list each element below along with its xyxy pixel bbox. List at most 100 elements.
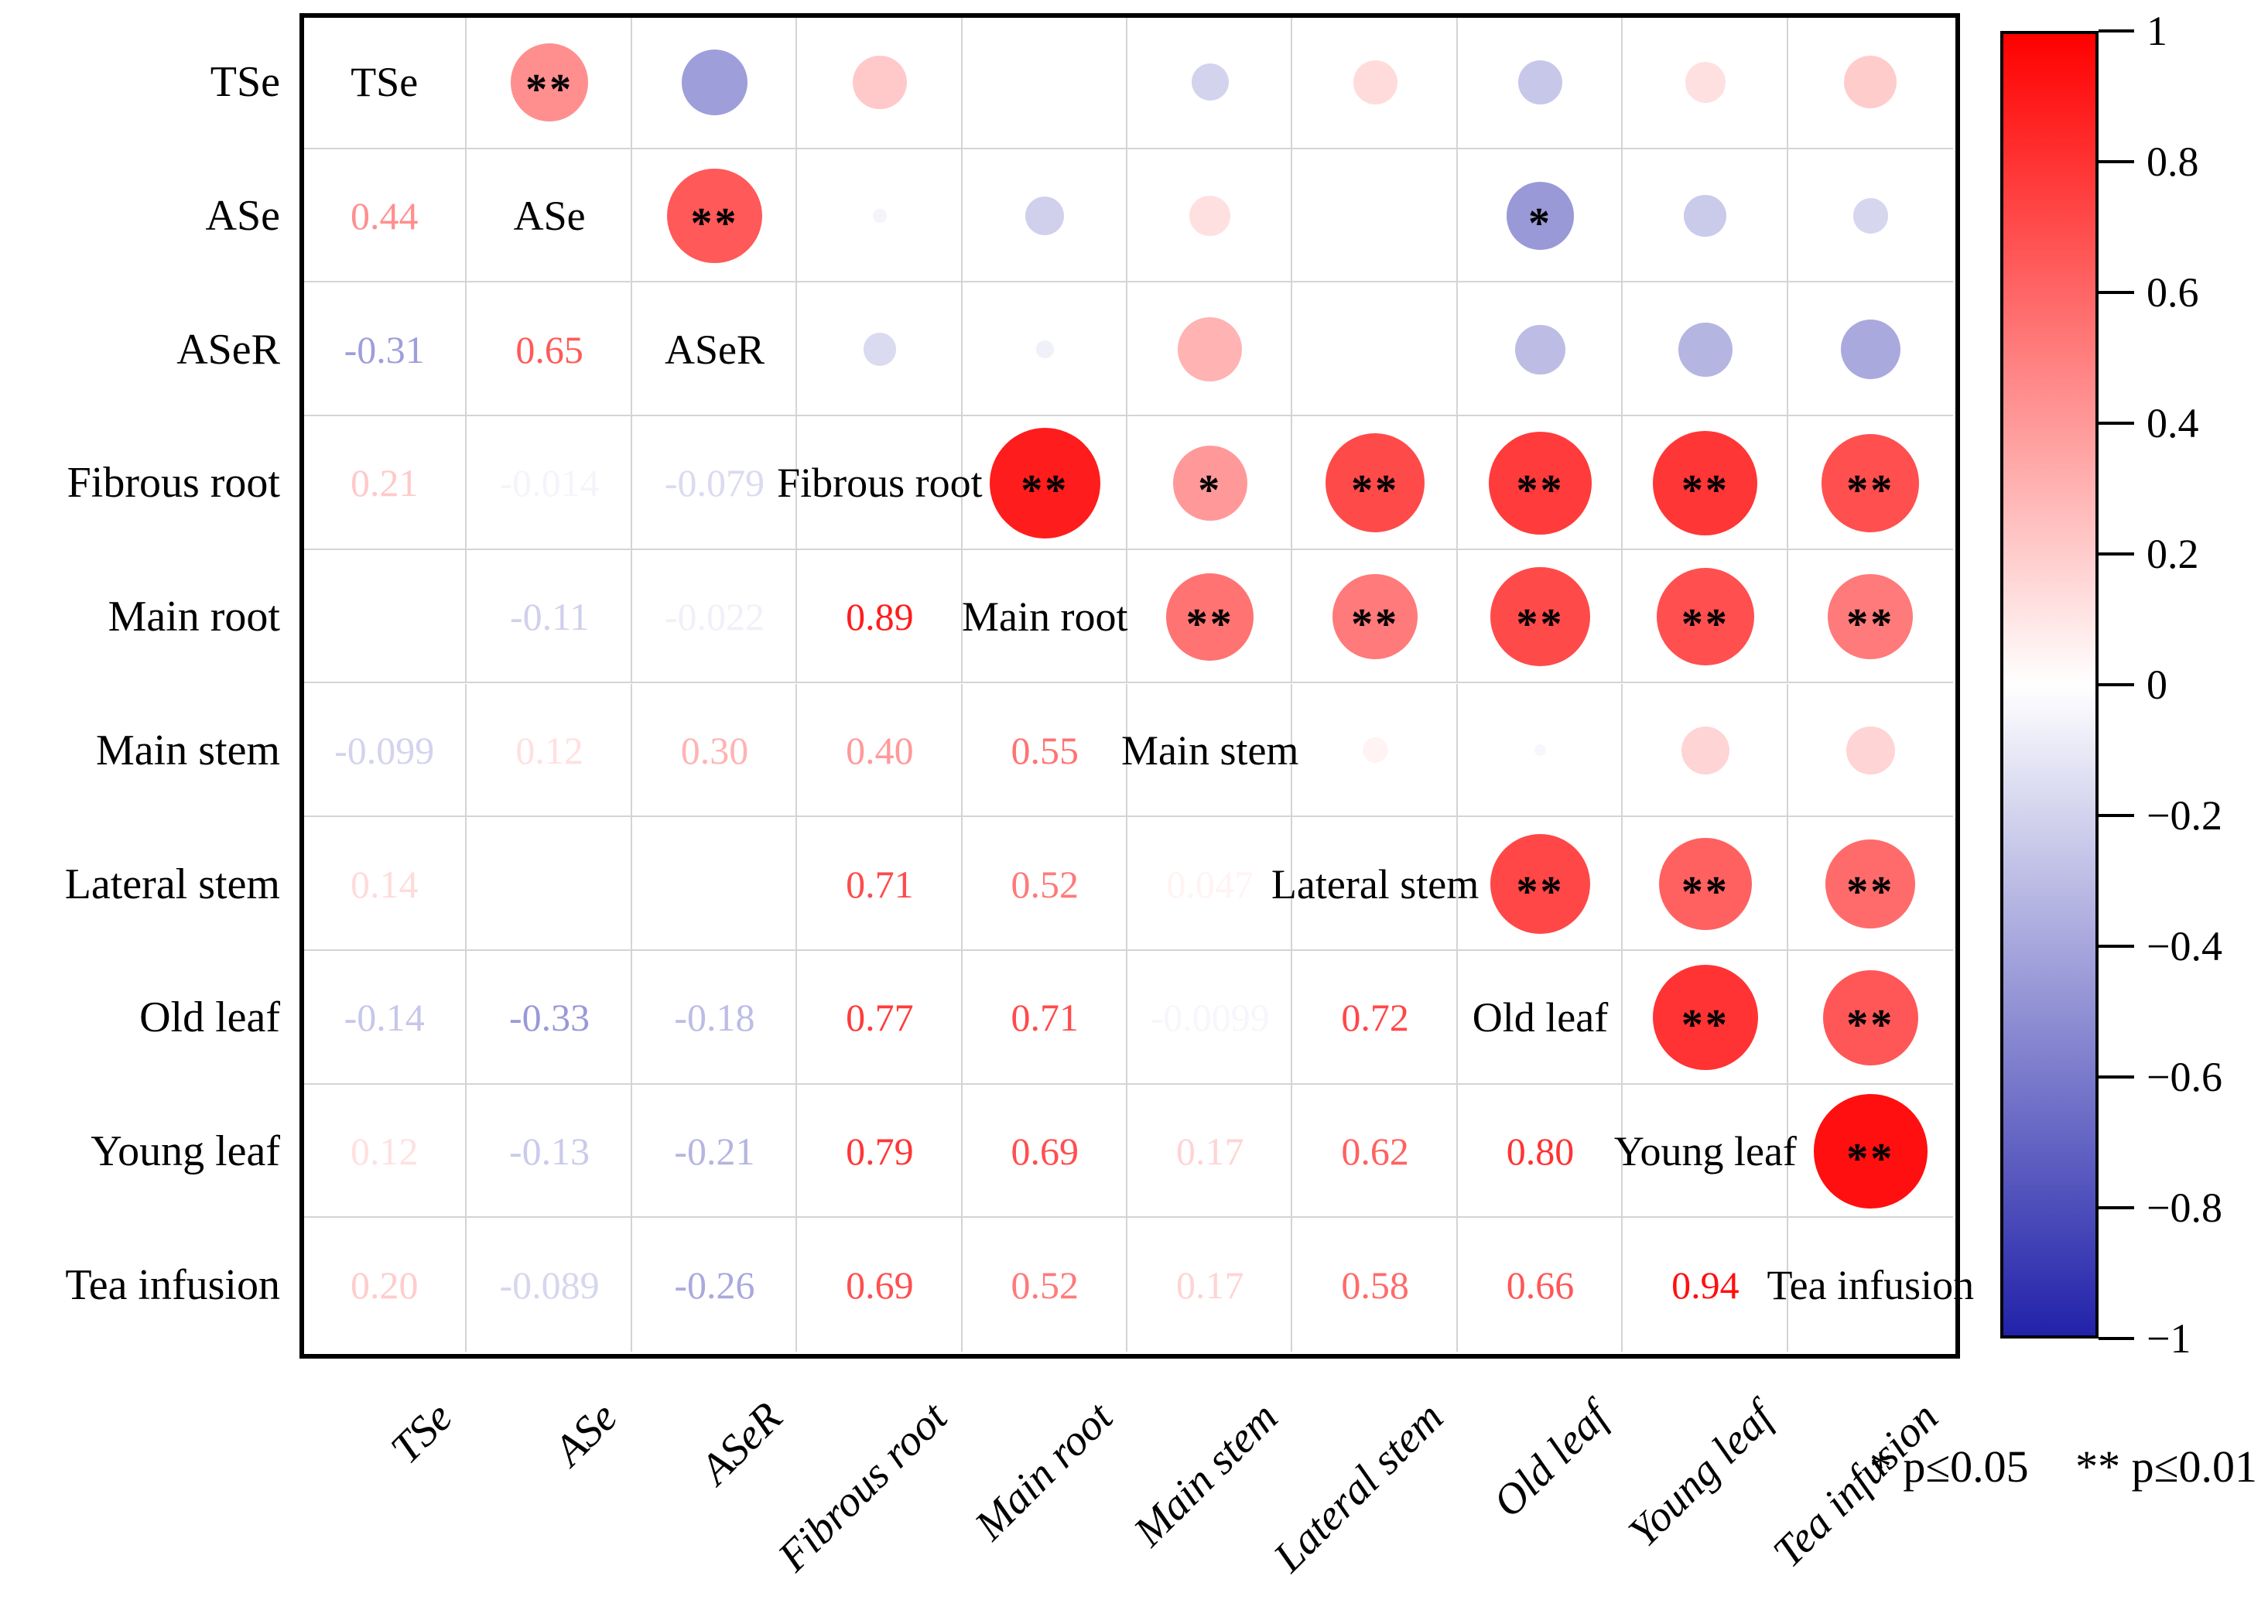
corr-value: -0.14 <box>344 996 425 1040</box>
colorbar-tick <box>2099 1075 2134 1079</box>
significance-stars: ** <box>1681 467 1729 515</box>
corr-circle: ** <box>1166 573 1254 661</box>
matrix-cell <box>631 683 798 818</box>
matrix-cell <box>302 282 467 417</box>
corr-value: 0.69 <box>1011 1129 1079 1173</box>
matrix-cell <box>467 950 632 1085</box>
significance-stars: ** <box>1846 600 1895 649</box>
matrix-cell <box>631 15 798 149</box>
matrix-cell <box>631 817 798 951</box>
matrix-cell <box>1292 15 1458 149</box>
matrix-cell <box>1292 416 1458 550</box>
corr-value: 0.94 <box>1671 1263 1739 1307</box>
matrix-cell <box>467 282 632 417</box>
matrix-cell <box>467 549 632 684</box>
row-label: ASeR <box>176 325 280 374</box>
colorbar-tick-label: 0 <box>2147 662 2167 708</box>
corr-circle: ** <box>1332 574 1418 659</box>
corr-circle: ** <box>1490 567 1590 667</box>
matrix-cell <box>797 817 963 951</box>
corr-circle <box>863 333 897 367</box>
col-label: Fibrous root <box>769 1393 957 1581</box>
corr-value: -0.21 <box>674 1129 755 1173</box>
matrix-cell <box>1457 1084 1623 1219</box>
row-label: Old leaf <box>139 993 280 1042</box>
corr-circle <box>1515 324 1565 374</box>
matrix-cell <box>1457 817 1623 951</box>
row-label: Young leaf <box>91 1127 280 1175</box>
corr-circle <box>1178 317 1243 382</box>
matrix-cell <box>1623 683 1788 818</box>
matrix-cell <box>1623 549 1788 684</box>
matrix-cell <box>1127 817 1293 951</box>
matrix-cell <box>302 950 467 1085</box>
corr-value: -0.079 <box>664 461 765 505</box>
corr-value: 0.72 <box>1341 996 1409 1040</box>
corr-value: -0.11 <box>509 595 590 639</box>
colorbar-tick-label: 0.4 <box>2147 400 2199 446</box>
matrix-cell <box>1457 15 1623 149</box>
matrix-cell <box>302 416 467 550</box>
diagonal-label: Fibrous root <box>777 460 983 507</box>
corr-circle <box>1840 319 1901 380</box>
matrix-cell <box>1787 416 1953 550</box>
matrix-cell <box>631 416 798 550</box>
corr-value: -0.33 <box>509 996 590 1040</box>
corr-value: 0.80 <box>1506 1129 1575 1173</box>
matrix-cell <box>1127 1084 1293 1219</box>
colorbar-tick <box>2099 1337 2134 1340</box>
col-label: Lateral stem <box>1264 1393 1452 1581</box>
corr-value: 0.52 <box>1011 1263 1079 1307</box>
corr-value: 0.79 <box>846 1129 914 1173</box>
significance-stars: ** <box>1516 467 1565 515</box>
matrix-cell <box>467 416 632 550</box>
diagonal-label: Tea infusion <box>1767 1261 1975 1308</box>
corr-value: 0.12 <box>515 728 583 772</box>
matrix-cell <box>1457 683 1623 818</box>
matrix-cell <box>1127 549 1293 684</box>
matrix-cell <box>1787 550 1953 684</box>
matrix-cell <box>797 15 963 149</box>
corr-value: 0.55 <box>1011 728 1079 772</box>
colorbar-tick-label: −0.6 <box>2147 1054 2222 1100</box>
corr-value: -0.089 <box>499 1263 600 1307</box>
matrix-cell <box>1127 15 1293 149</box>
corr-value: 0.17 <box>1175 1129 1244 1173</box>
matrix-cell <box>1457 149 1623 283</box>
corr-circle <box>1534 744 1547 757</box>
corr-circle: ** <box>1490 834 1590 935</box>
matrix-cell <box>302 817 467 951</box>
colorbar <box>2000 31 2099 1339</box>
col-label: Main root <box>965 1393 1122 1550</box>
matrix-cell <box>962 549 1127 684</box>
matrix-cell <box>467 1084 632 1219</box>
matrix-cell <box>1127 416 1293 550</box>
corr-circle: * <box>1172 446 1247 521</box>
matrix-cell <box>962 15 1127 149</box>
corr-value: 0.12 <box>350 1129 419 1173</box>
matrix-cell <box>467 1218 632 1352</box>
colorbar-tick <box>2099 1206 2134 1209</box>
corr-circle <box>1191 63 1229 101</box>
significance-stars: ** <box>1846 867 1895 916</box>
significance-stars: ** <box>1351 467 1400 515</box>
row-label: ASe <box>205 192 280 241</box>
colorbar-tick <box>2099 683 2134 686</box>
matrix-cell <box>1787 15 1953 149</box>
colorbar-tick-label: −0.8 <box>2147 1185 2222 1231</box>
matrix-cell <box>1127 950 1293 1085</box>
corr-circle: ** <box>1488 431 1592 535</box>
legend-p01: ** p≤0.01 <box>2075 1441 2257 1492</box>
corr-value: 0.20 <box>350 1263 419 1307</box>
colorbar-tick-label: −0.4 <box>2147 923 2222 969</box>
corr-circle <box>853 55 907 110</box>
corr-circle: ** <box>1659 837 1752 931</box>
matrix-cell <box>1623 950 1788 1085</box>
colorbar-tick-label: −0.2 <box>2147 792 2222 839</box>
row-label: Main root <box>108 593 280 641</box>
corr-circle <box>1362 737 1388 764</box>
matrix-cell <box>302 149 467 283</box>
matrix-cell <box>1787 282 1953 417</box>
diagonal-label: TSe <box>351 59 419 106</box>
matrix-cell <box>1292 149 1458 283</box>
